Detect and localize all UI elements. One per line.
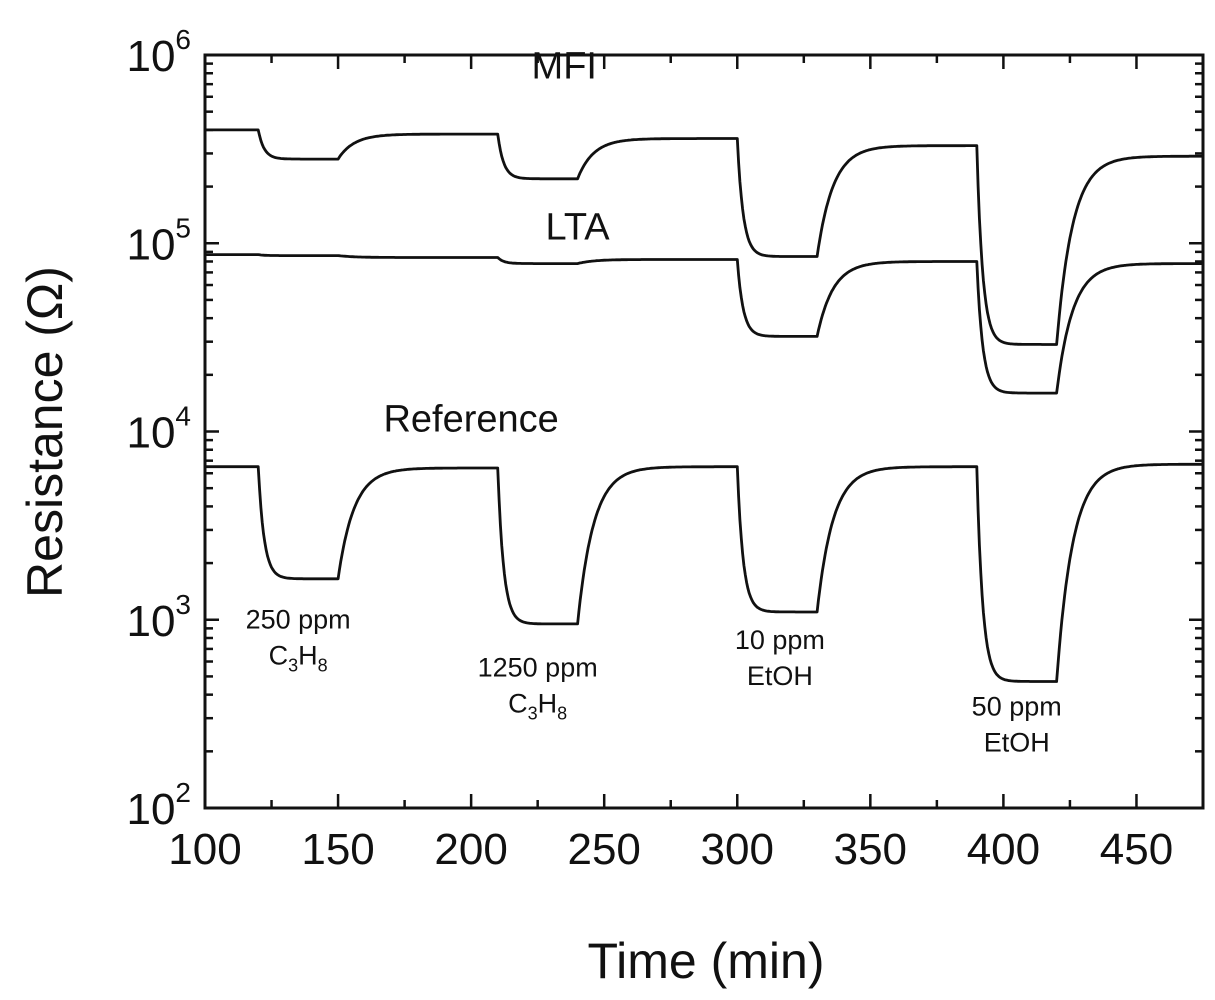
- annotation-compound: EtOH: [984, 728, 1050, 758]
- annotation-compound: EtOH: [747, 661, 813, 691]
- y-tick-label: 102: [126, 777, 191, 834]
- x-tick-label: 300: [701, 825, 774, 874]
- annotation-concentration: 10 ppm: [735, 625, 825, 655]
- series-label-mfi: MFI: [532, 46, 597, 88]
- annotation-compound: C3H8: [269, 640, 328, 675]
- annotation-concentration: 50 ppm: [972, 692, 1062, 722]
- y-tick-label: 105: [126, 212, 191, 269]
- x-tick-label: 250: [567, 825, 640, 874]
- series-line-lta: [205, 253, 1204, 395]
- x-axis-title: Time (min): [587, 933, 824, 989]
- y-tick-label: 104: [126, 401, 191, 458]
- series-line-reference: [205, 462, 1204, 683]
- annotation-compound: C3H8: [508, 688, 567, 723]
- series-line-mfi: [205, 128, 1204, 346]
- x-tick-label: 150: [301, 825, 374, 874]
- x-tick-label: 100: [168, 825, 241, 874]
- series-label-lta: LTA: [546, 206, 611, 248]
- y-axis-title: Resistance (Ω): [17, 266, 73, 598]
- annotation-concentration: 250 ppm: [246, 604, 351, 634]
- x-tick-label: 200: [434, 825, 507, 874]
- chart-labels: MFI LTA Reference 250 ppm C3H8 1250 ppm C3H8 10…: [246, 46, 1062, 758]
- y-tick-label: 106: [126, 24, 191, 81]
- x-tick-label: 400: [967, 825, 1040, 874]
- x-tick-label: 350: [834, 825, 907, 874]
- y-tick-label: 103: [126, 589, 191, 646]
- series-lines: [205, 128, 1204, 683]
- annotation-concentration: 1250 ppm: [478, 652, 598, 682]
- x-tick-label: 450: [1100, 825, 1173, 874]
- axis-ticks: 100 150 200 250 300 350 400 450 102 103 104 105 106: [126, 24, 1203, 874]
- series-label-reference: Reference: [383, 399, 558, 441]
